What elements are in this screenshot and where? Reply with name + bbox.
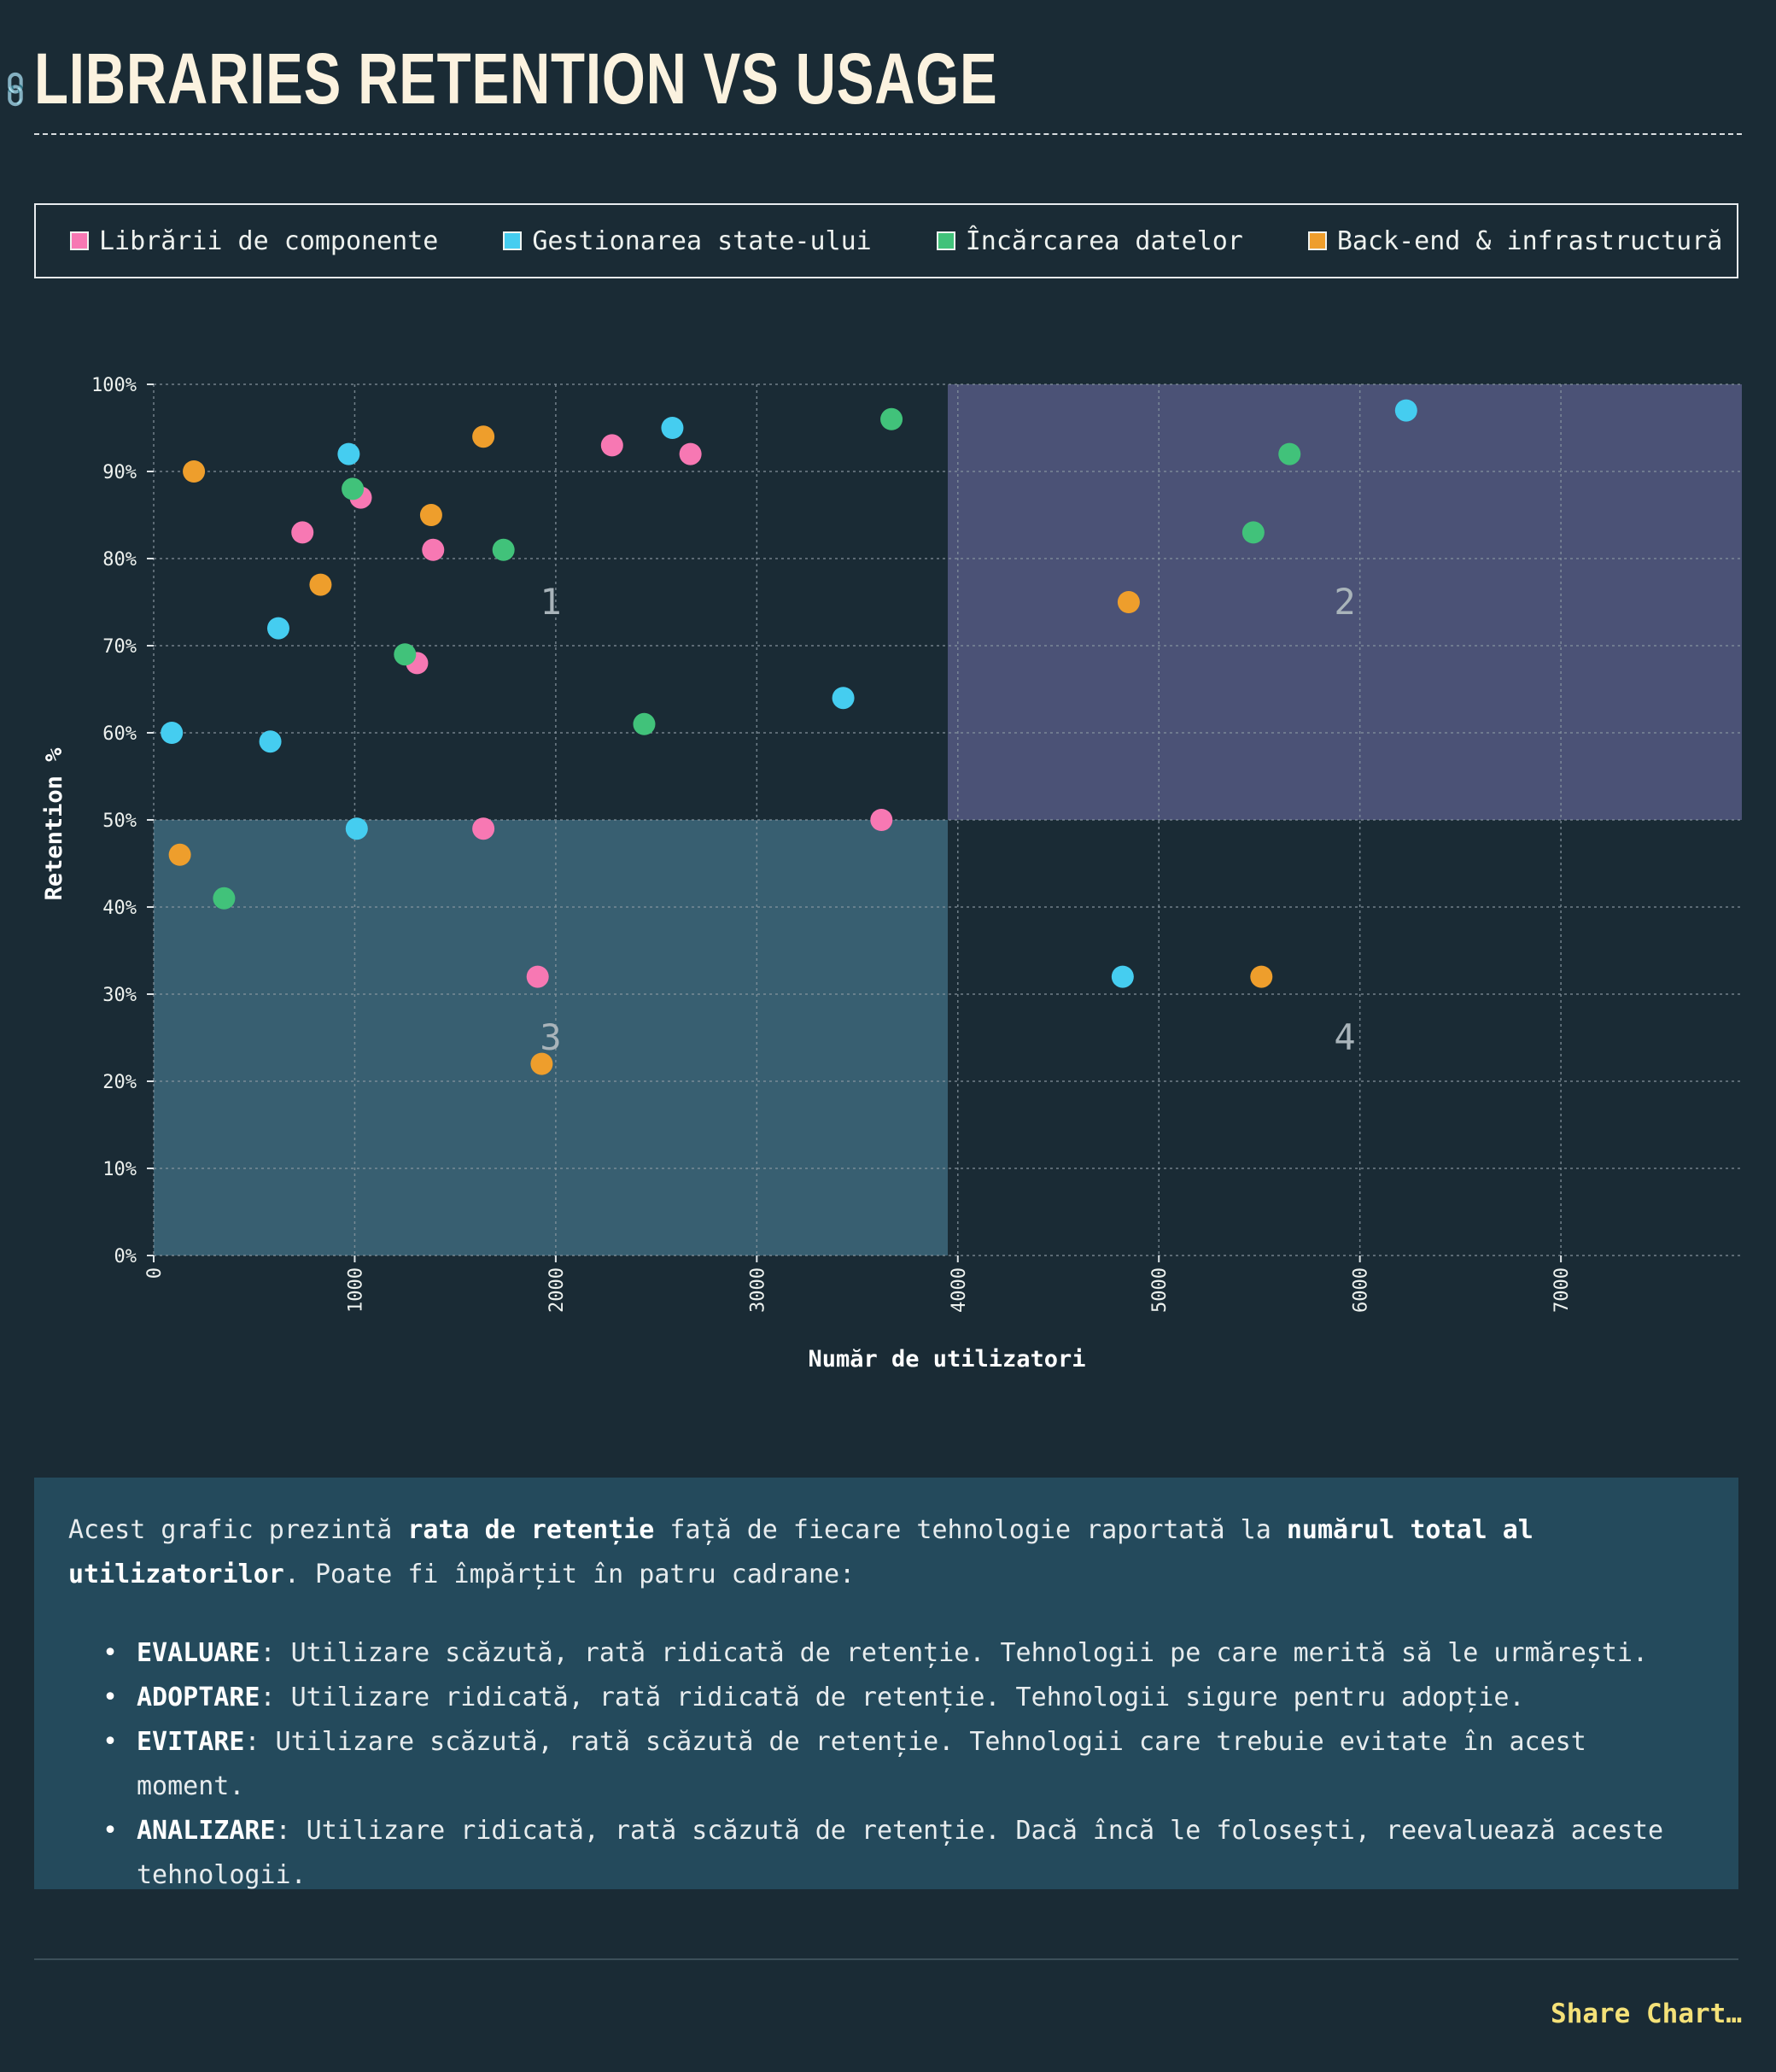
legend-item-componente[interactable]: Librării de componente [70,226,438,256]
y-tick-label: 80% [102,549,137,571]
legend-label: Librării de componente [99,225,439,256]
data-point [1111,965,1134,988]
page-header: 🔗 LIBRARIES RETENTION VS USAGE [0,26,1742,135]
x-tick-label: 2000 [546,1267,568,1313]
y-tick-label: 70% [102,636,137,658]
data-point [259,730,282,753]
x-tick-label: 3000 [747,1267,768,1313]
list-item: EVALUARE: Utilizare scăzută, rată ridica… [102,1631,1704,1676]
y-tick-label: 30% [102,985,137,1006]
data-point [832,687,855,710]
data-point [291,521,314,544]
x-axis-label: Număr de utilizatori [808,1346,1085,1373]
legend-item-backend[interactable]: Back-end & infrastructură [1307,225,1723,256]
y-tick-label: 50% [102,811,137,832]
list-item: ANALIZARE: Utilizare ridicată, rată scăz… [102,1809,1704,1898]
data-point [492,538,515,561]
page-title: LIBRARIES RETENTION VS USAGE [34,38,998,119]
y-tick-label: 10% [102,1159,137,1180]
x-tick-label: 0 [144,1267,166,1279]
data-point [342,477,365,500]
x-tick-label: 4000 [949,1267,970,1313]
legend-item-state[interactable]: Gestionarea state-ului [503,225,872,256]
scatter-chart: 0 1000 2000 3000 4000 5000 6000 7000 0% 10% 20% 30%… [41,375,1742,1373]
data-point [526,965,549,988]
chart-legend: Librării de componente Gestionarea state… [34,203,1738,278]
description-intro: Acest grafic prezintă rata de retenție f… [68,1515,1534,1589]
data-point [213,887,236,910]
data-point [1278,442,1301,465]
data-point [266,617,289,640]
data-point [1117,591,1140,613]
data-point [661,417,684,439]
quadrant-label-3: 3 [540,1016,561,1058]
list-item: EVITARE: Utilizare scăzută, rată scăzută… [102,1720,1704,1809]
data-point [633,712,656,735]
quadrant-label-1: 1 [540,581,561,623]
data-point [600,434,623,457]
data-point [337,442,360,465]
chart-description: Acest grafic prezintă rata de retenție f… [34,1478,1738,1890]
data-point [472,817,495,840]
legend-item-date[interactable]: Încărcarea datelor [936,225,1243,256]
legend-swatch [936,231,955,250]
legend-swatch [70,231,89,250]
list-item: ADOPTARE: Utilizare ridicată, rată ridic… [102,1676,1704,1720]
x-tick-label: 7000 [1551,1267,1573,1313]
data-point [419,504,442,526]
legend-swatch [1307,231,1327,250]
data-point [161,722,184,744]
quadrant-area-3 [154,820,948,1255]
quadrant-label-4: 4 [1334,1016,1355,1058]
data-point [345,817,368,840]
data-point [472,425,495,448]
y-axis-label: Retention % [41,747,67,901]
y-tick-label: 100% [91,375,137,396]
data-point [309,573,332,596]
y-tick-label: 40% [102,898,137,919]
data-point [530,1052,553,1075]
legend-label: Încărcarea datelor [965,225,1243,256]
x-tick-label: 6000 [1351,1267,1372,1313]
data-point [394,643,417,666]
share-chart-link[interactable]: Share Chart… [1551,1999,1742,2029]
y-tick-label: 20% [102,1072,137,1093]
x-tick-label: 5000 [1149,1267,1171,1313]
y-tick-label: 60% [102,723,137,745]
data-point [880,407,903,430]
legend-label: Back-end & infrastructură [1336,225,1723,256]
y-tick-label: 90% [102,462,137,483]
quadrant-label-2: 2 [1334,581,1355,623]
footer-divider [34,1958,1738,1960]
legend-swatch [503,231,523,250]
data-point [422,538,445,561]
data-point [870,809,893,831]
data-point [679,442,702,465]
data-point [1394,399,1417,422]
legend-label: Gestionarea state-ului [532,225,872,256]
link-icon[interactable]: 🔗 [0,67,38,113]
data-point [1241,521,1265,544]
x-tick-label: 1000 [345,1267,366,1313]
quadrant-area-2 [948,384,1742,820]
quadrant-list: EVALUARE: Utilizare scăzută, rată ridica… [68,1631,1704,1898]
data-point [1250,965,1273,988]
y-tick-label: 0% [114,1246,137,1267]
data-point [183,460,206,483]
data-point [168,843,191,866]
